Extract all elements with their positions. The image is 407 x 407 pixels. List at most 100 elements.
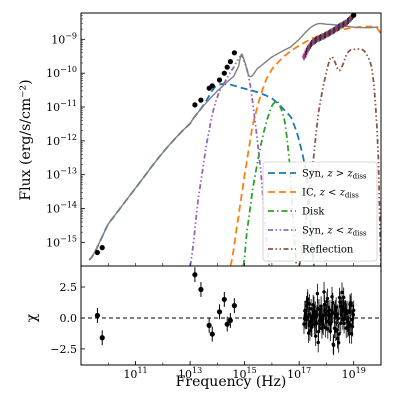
xray-endpoint (351, 13, 357, 18)
xray-residual-point (307, 302, 312, 306)
xray-residual-point (336, 312, 340, 316)
xray-residual-point (309, 307, 313, 311)
xray-residual-point (329, 319, 333, 324)
sed-observation-points (94, 13, 357, 256)
x-tick-label: 1019 (342, 366, 366, 381)
legend-label-syn_in: Syn, z < zdiss (302, 226, 367, 238)
obs-point-radio (94, 249, 100, 256)
obs-point-radio (99, 245, 105, 251)
xray-residual-point (313, 309, 317, 314)
residual-point (224, 321, 230, 327)
xray-residual-point (324, 312, 328, 316)
residual-points (94, 267, 356, 356)
residual-point (221, 296, 227, 303)
xray-residual-point (341, 295, 346, 300)
y-tick-label: 10−9 (51, 31, 77, 46)
xray-residual-point (338, 300, 342, 304)
x-tick-label: 1015 (233, 366, 257, 381)
residual-point (94, 312, 101, 319)
obs-point-optical (192, 102, 198, 108)
obs-point-optical (216, 77, 223, 83)
xray-residual-point (313, 315, 317, 320)
y-tick-label: 10−11 (46, 99, 77, 114)
xray-residual-point (328, 308, 332, 312)
sed-y-axis-label: Flux (erg/s/cm⁻²) (18, 79, 34, 200)
xray-residual-point (339, 321, 343, 325)
xray-residual-point (317, 307, 321, 311)
obs-point-optical (231, 50, 237, 56)
y-tick-label: 10−15 (46, 234, 77, 249)
residual-point (206, 322, 212, 328)
residual-axis-ticks: 2.5 0.0 −2.5 1011 1013 1015 1017 1019 (50, 281, 382, 381)
y-tick-label: 10−10 (46, 65, 77, 80)
xray-residual-point (340, 290, 344, 295)
xray-residual-point (335, 336, 340, 341)
xray-residual-point (325, 296, 330, 301)
xray-residual-point (312, 304, 316, 309)
residual-point (231, 303, 237, 309)
legend-label-syn_out: Syn, z > zdiss (302, 169, 367, 181)
xray-residual-point (322, 302, 327, 307)
residual-point (99, 335, 105, 341)
residual-point (216, 309, 223, 315)
xray-residual-point (324, 319, 329, 323)
residual-y-axis-label: χ (24, 313, 40, 322)
xray-residual-point (322, 290, 326, 294)
xray-residual-point (319, 304, 323, 308)
obs-point-optical (227, 59, 233, 65)
xray-residual-point (314, 321, 319, 326)
x-tick-label: 1011 (123, 366, 147, 381)
xray-residual-point (342, 321, 346, 326)
residual-point (227, 317, 233, 324)
legend-label-ic_in: IC, z < zdiss (302, 188, 359, 200)
residual-point (198, 286, 204, 293)
y-tick-label: 10−13 (46, 167, 77, 182)
legend-box (262, 161, 378, 262)
curve-total (88, 22, 379, 261)
xray-residual-point (341, 318, 345, 322)
legend: Syn, z > zdiss IC, z < zdiss Disk Syn, z < … (262, 161, 378, 262)
residual-point (192, 272, 198, 278)
xray-residual-point (337, 332, 341, 336)
xray-residual-point (321, 323, 325, 327)
xray-residual-point (316, 340, 320, 345)
xray-residual-point (352, 308, 356, 313)
xray-residual-point (307, 312, 311, 317)
xray-residual-point (332, 326, 337, 330)
obs-point-optical (209, 83, 215, 89)
residual-y-tick-label: 0.0 (60, 312, 78, 325)
xray-residual-point (331, 343, 336, 347)
xray-residual-point (349, 301, 353, 305)
residual-y-tick-label: 2.5 (60, 281, 78, 294)
x-tick-label: 1017 (287, 366, 311, 381)
curve-syn_in (189, 55, 271, 266)
xray-residual-point (331, 301, 335, 305)
obs-point-optical (221, 70, 227, 76)
x-tick-label: 1013 (178, 366, 202, 381)
xray-residual-point (325, 299, 329, 304)
xray-residual-point (334, 305, 338, 309)
xray-residual-point (321, 313, 326, 318)
legend-label-disk: Disk (302, 207, 325, 218)
y-tick-label: 10−14 (46, 201, 77, 216)
obs-point-optical (198, 97, 204, 103)
xray-residual-point (326, 327, 330, 331)
xray-residual-point (349, 303, 353, 308)
y-tick-label: 10−12 (46, 133, 77, 148)
xray-residual-point (335, 328, 339, 332)
sed-axis-ticks: 10−15 10−14 10−13 10−12 10−11 10−10 10−9 (46, 15, 382, 266)
xray-residual-point (306, 297, 310, 301)
xray-residual-point (315, 291, 320, 296)
residual-panel-frame (80, 265, 382, 366)
xray-residual-point (336, 340, 341, 345)
xray-residual-point (350, 324, 355, 329)
curve-refl (298, 48, 381, 266)
xray-residual-point (313, 334, 318, 338)
x-axis-label: Frequency (Hz) (176, 374, 287, 390)
xray-residual-point (351, 313, 356, 317)
legend-label-refl: Reflection (302, 245, 354, 256)
obs-point-optical (224, 64, 230, 70)
residual-point (209, 331, 215, 337)
xray-residual-point (302, 322, 306, 326)
